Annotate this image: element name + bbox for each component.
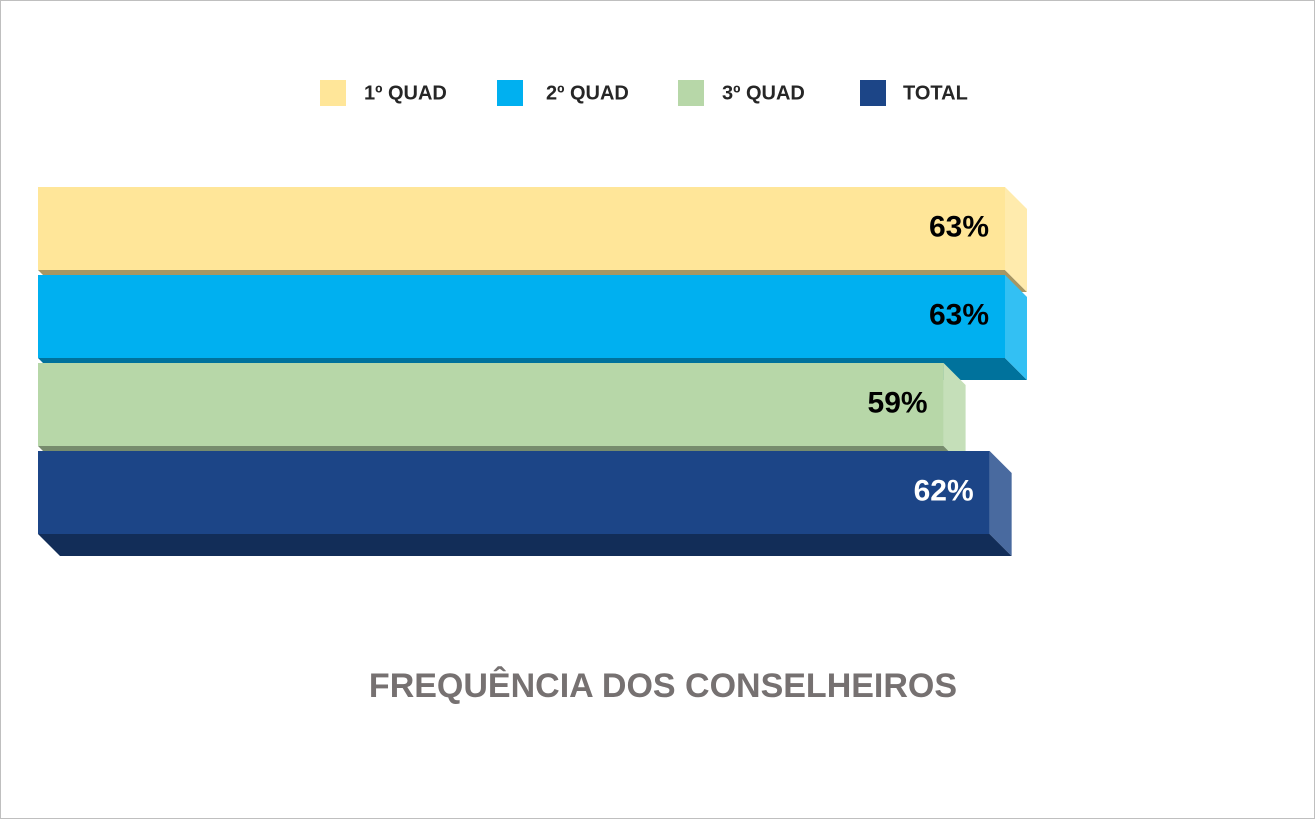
legend-swatch xyxy=(320,80,346,106)
data-label: 62% xyxy=(914,474,974,507)
legend-label: 1º QUAD xyxy=(364,82,447,104)
legend-label: 2º QUAD xyxy=(546,82,629,104)
bar xyxy=(38,363,944,446)
bar xyxy=(38,451,990,534)
legend-swatch xyxy=(497,80,523,106)
legend-label: TOTAL xyxy=(903,82,968,104)
bar-side-face xyxy=(943,363,966,468)
bar-bottom-face xyxy=(38,534,1012,556)
legend-swatch xyxy=(860,80,886,106)
bar-side-face xyxy=(1005,187,1027,292)
bar-side-face xyxy=(989,451,1012,556)
bar-side-face xyxy=(1005,275,1027,380)
data-label: 63% xyxy=(929,298,989,331)
data-label: 59% xyxy=(868,386,928,419)
chart-title: FREQUÊNCIA DOS CONSELHEIROS xyxy=(369,667,957,705)
bar xyxy=(38,187,1005,270)
data-label: 63% xyxy=(929,210,989,243)
legend-swatch xyxy=(678,80,704,106)
legend-label: 3º QUAD xyxy=(722,82,805,104)
bar xyxy=(38,275,1005,358)
